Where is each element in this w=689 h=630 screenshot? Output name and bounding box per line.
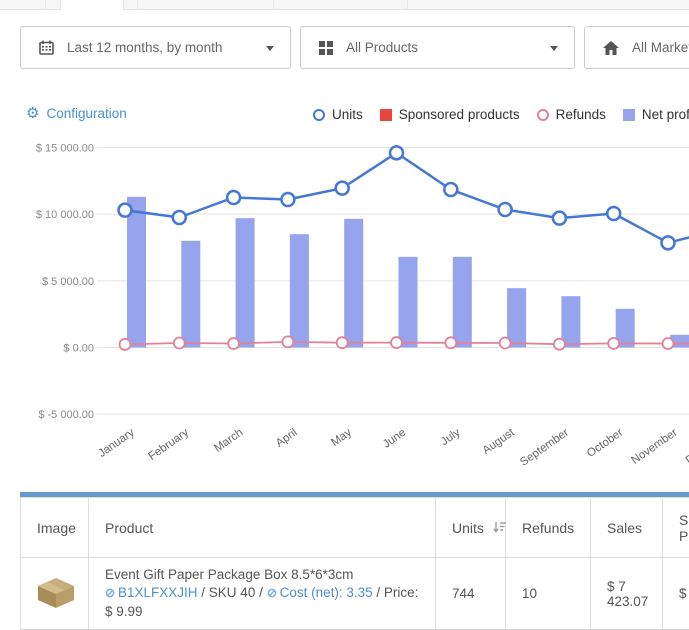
column-header-product: Product: [89, 498, 436, 558]
column-header-image: Image: [21, 498, 89, 558]
tab-divider: [407, 0, 408, 9]
legend-label: Sponsored products: [399, 107, 520, 122]
tab-divider: [45, 0, 46, 9]
sponsored-cell: $ 0.00: [663, 558, 689, 630]
configuration-link[interactable]: ⚙︎ Configuration: [26, 106, 127, 121]
home-icon: [603, 41, 619, 55]
column-header-units[interactable]: Units: [436, 498, 506, 558]
chart-legend: Units Sponsored products Refunds Net pro…: [313, 107, 689, 122]
column-header-sales: Sales: [591, 498, 663, 558]
grid-icon: [319, 41, 333, 55]
units-marker-icon: [313, 109, 325, 121]
column-header-refunds: Refunds: [506, 498, 591, 558]
svg-text:June: June: [381, 427, 408, 451]
legend-item-net-profit[interactable]: Net profit: [623, 107, 689, 122]
marketplace-label: All Marketplaces: [632, 40, 689, 55]
svg-text:October: October: [585, 427, 626, 460]
chevron-down-icon: [266, 46, 274, 51]
table-row[interactable]: Event Gift Paper Package Box 8.5*6*3cm B…: [21, 558, 689, 630]
marketplace-dropdown[interactable]: All Marketplaces: [584, 26, 689, 69]
product-title: Event Gift Paper Package Box 8.5*6*3cm: [105, 566, 435, 584]
svg-text:$ 5 000.00: $ 5 000.00: [42, 276, 94, 288]
product-cell: Event Gift Paper Package Box 8.5*6*3cm B…: [89, 558, 436, 630]
products-dropdown[interactable]: All Products: [300, 26, 575, 69]
svg-text:$ 0.00: $ 0.00: [63, 343, 94, 355]
svg-text:February: February: [146, 426, 191, 462]
tab-divider: [273, 0, 274, 9]
svg-text:March: March: [212, 427, 245, 455]
column-header-sponsored: Sponsored Products: [663, 498, 689, 558]
link-icon: [105, 585, 115, 603]
product-box-image: [33, 573, 79, 614]
legend-label: Net profit: [642, 107, 689, 122]
asin-link[interactable]: B1XLFXXJIH: [118, 585, 198, 600]
legend-item-units[interactable]: Units: [313, 107, 363, 122]
configuration-label: Configuration: [46, 106, 126, 121]
refunds-marker-icon: [537, 109, 549, 121]
svg-text:December: December: [684, 427, 689, 467]
legend-label: Refunds: [556, 107, 606, 122]
svg-text:$ 10 000.00: $ 10 000.00: [36, 209, 94, 221]
link-icon: [267, 585, 277, 603]
units-header-label: Units: [452, 520, 484, 536]
svg-text:January: January: [96, 426, 137, 459]
tab-divider: [137, 0, 138, 9]
net-profit-marker-icon: [623, 109, 635, 121]
sales-cell: $ 7 423.07: [591, 558, 663, 630]
gear-icon: ⚙︎: [26, 106, 39, 121]
legend-label: Units: [332, 107, 363, 122]
legend-item-refunds[interactable]: Refunds: [537, 107, 606, 122]
sort-icon[interactable]: [493, 520, 507, 536]
product-image-cell: [21, 558, 89, 630]
price-label: / Price:: [376, 585, 418, 600]
svg-text:$ 15 000.00: $ 15 000.00: [36, 143, 94, 155]
units-cell: 744: [436, 558, 506, 630]
cost-link[interactable]: Cost (net): 3.35: [280, 585, 373, 600]
svg-text:July: July: [439, 426, 463, 448]
svg-text:September: September: [518, 427, 571, 469]
sponsored-marker-icon: [380, 109, 392, 121]
table-header-row: Image Product Units Refunds Sales Sponso…: [21, 498, 689, 558]
products-label: All Products: [346, 40, 418, 55]
price-value: $ 9.99: [105, 603, 435, 621]
svg-text:May: May: [329, 426, 354, 448]
calendar-icon: [39, 40, 54, 55]
date-range-label: Last 12 months, by month: [67, 40, 222, 55]
svg-text:April: April: [274, 427, 300, 450]
refunds-cell: 10: [506, 558, 591, 630]
legend-item-sponsored[interactable]: Sponsored products: [380, 107, 520, 122]
svg-text:August: August: [481, 426, 518, 457]
sku-text: / SKU 40 /: [201, 585, 263, 600]
svg-text:November: November: [629, 427, 679, 467]
active-tab[interactable]: [60, 0, 124, 10]
top-tab-bar: [0, 0, 689, 10]
products-table: Image Product Units Refunds Sales Sponso…: [20, 497, 689, 630]
svg-text:$ -5 000.00: $ -5 000.00: [38, 409, 94, 421]
chevron-down-icon: [550, 46, 558, 51]
date-range-dropdown[interactable]: Last 12 months, by month: [20, 26, 291, 69]
performance-chart: $ 15 000.00 $ 10 000.00 $ 5 000.00 $ 0.00 $ …: [0, 0, 689, 490]
